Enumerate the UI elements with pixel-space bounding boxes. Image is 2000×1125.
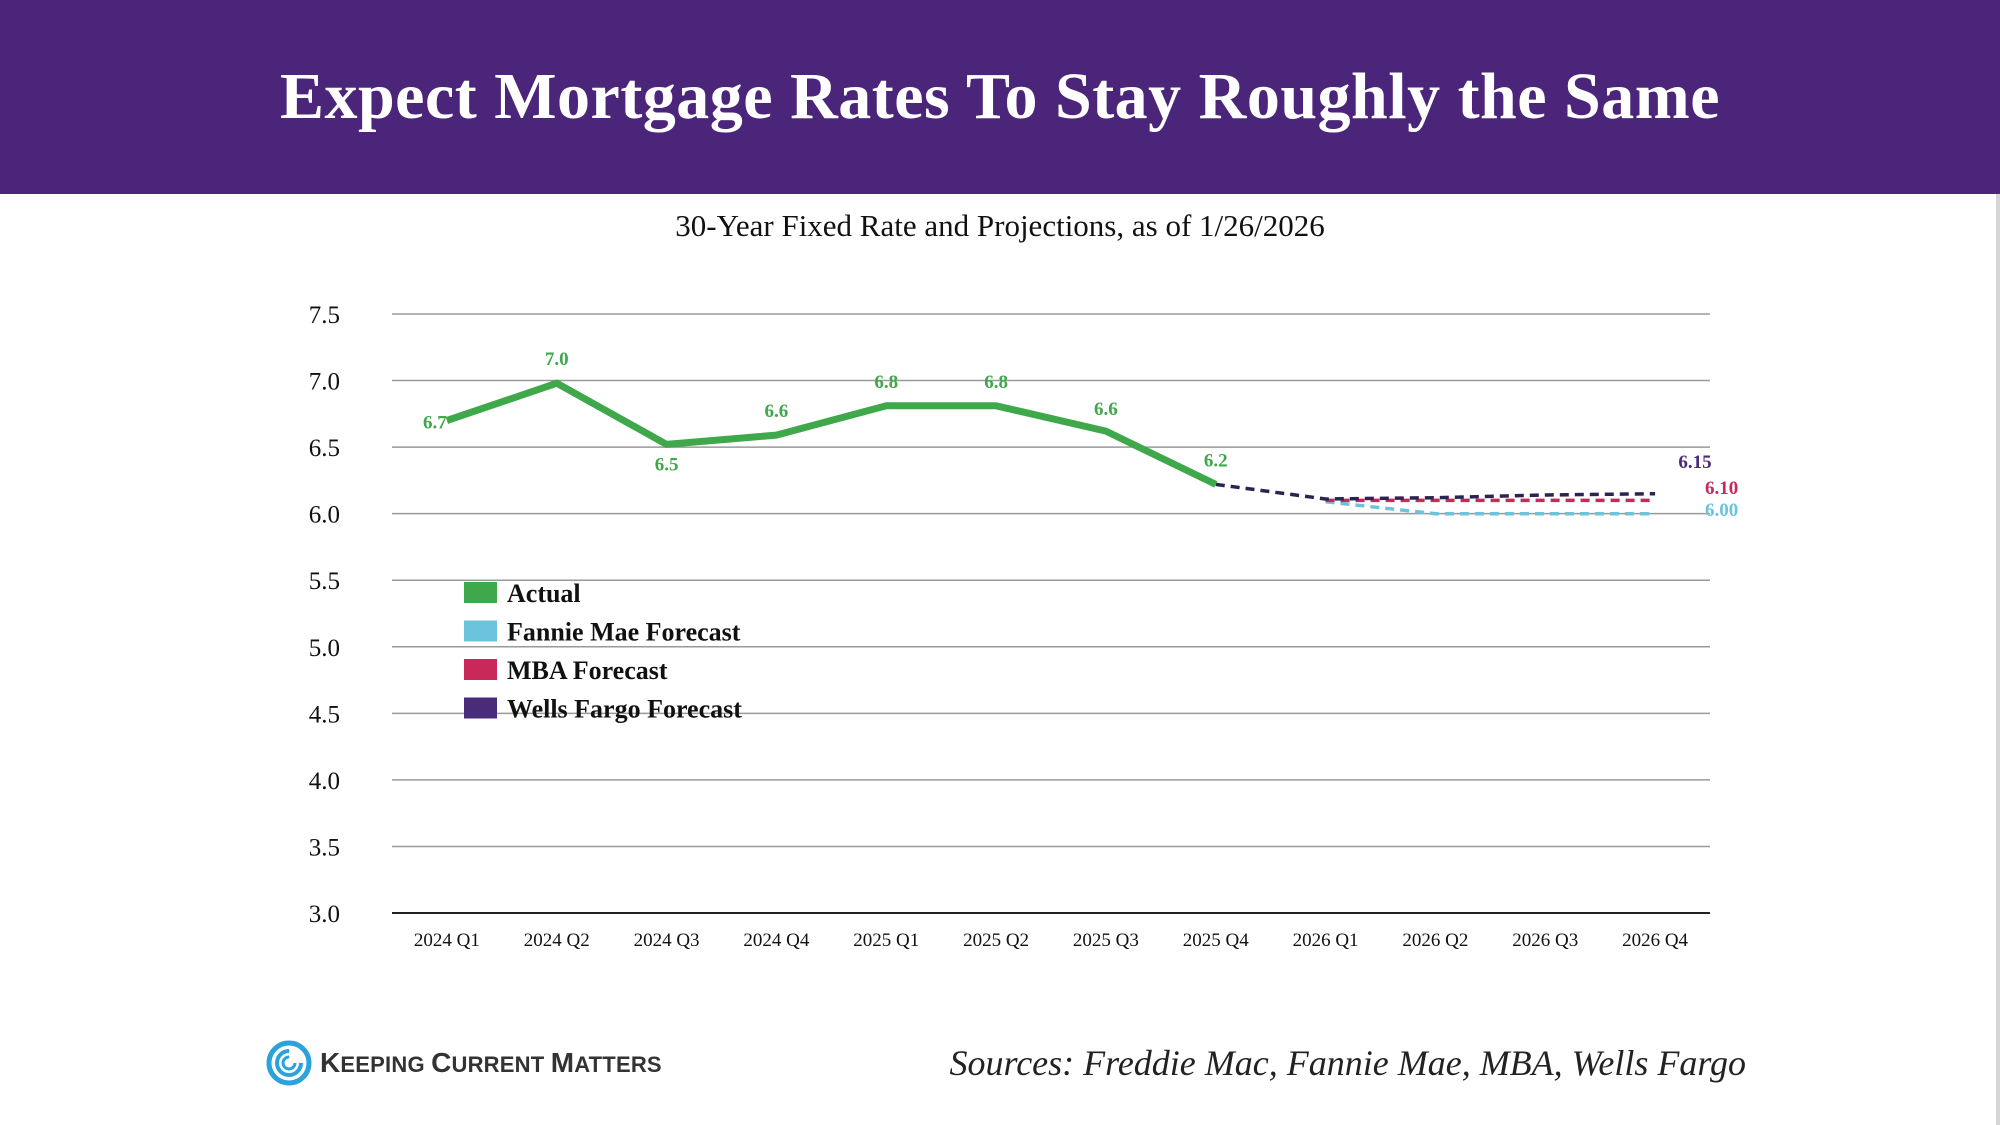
x-tick-label: 2025 Q3 bbox=[1073, 930, 1139, 951]
x-tick-label: 2025 Q2 bbox=[963, 930, 1029, 951]
legend-label: Fannie Mae Forecast bbox=[507, 618, 741, 647]
data-label-actual: 6.7 bbox=[423, 412, 447, 433]
legend-swatch-actual bbox=[464, 582, 497, 603]
data-label-actual: 6.2 bbox=[1204, 450, 1228, 471]
x-tick-label: 2024 Q1 bbox=[414, 930, 480, 951]
y-tick-label: 7.5 bbox=[309, 302, 340, 329]
data-label-wells_fargo: 6.15 bbox=[1678, 452, 1711, 473]
keeping-current-matters-logo[interactable]: KEEPING CURRENT MATTERS bbox=[266, 1040, 662, 1086]
data-label-actual: 6.6 bbox=[765, 401, 789, 422]
x-tick-label: 2025 Q4 bbox=[1183, 930, 1249, 951]
x-tick-label: 2024 Q3 bbox=[634, 930, 700, 951]
series-lines bbox=[445, 379, 1656, 516]
x-tick-label: 2026 Q3 bbox=[1512, 930, 1578, 951]
y-tick-label: 4.5 bbox=[309, 701, 340, 728]
legend: Actual Fannie Mae Forecast MBA Forecast Wel… bbox=[464, 579, 742, 724]
series-line-actual bbox=[445, 379, 1218, 488]
series-line-fannie_mae bbox=[1325, 499, 1656, 516]
x-tick-label: 2025 Q1 bbox=[853, 930, 919, 951]
data-labels: 6.7 7.0 6.5 6.6 6.8 6.8 6.6 6.2 6.006.10 6.15 bbox=[423, 349, 1738, 521]
legend-swatch-fannie_mae bbox=[464, 620, 497, 642]
legend-label: Actual bbox=[507, 579, 581, 608]
legend-label: MBA Forecast bbox=[507, 656, 668, 685]
y-tick-label: 7.0 bbox=[309, 369, 340, 396]
legend-label: Wells Fargo Forecast bbox=[507, 695, 742, 724]
y-axis: 7.5 7.0 6.5 6.0 5.5 5.0 4.5 4.0 3.5 3.0 bbox=[309, 302, 340, 928]
y-tick-label: 4.0 bbox=[309, 768, 340, 795]
x-tick-label: 2026 Q4 bbox=[1622, 930, 1688, 951]
swirl-logo-icon bbox=[266, 1040, 312, 1086]
data-label-actual: 6.8 bbox=[874, 372, 898, 393]
data-label-mba: 6.10 bbox=[1705, 478, 1738, 499]
legend-swatch-wells_fargo bbox=[464, 697, 497, 719]
chart-title: 30-Year Fixed Rate and Projections, as o… bbox=[675, 208, 1325, 243]
y-tick-label: 6.0 bbox=[309, 502, 340, 529]
page-edge bbox=[1996, 194, 2000, 1125]
y-tick-label: 3.0 bbox=[309, 901, 340, 928]
x-tick-label: 2026 Q2 bbox=[1402, 930, 1468, 951]
page-title: Expect Mortgage Rates To Stay Roughly th… bbox=[279, 60, 1721, 133]
sources-note: Sources: Freddie Mac, Fannie Mae, MBA, W… bbox=[949, 1043, 1746, 1083]
y-tick-label: 3.5 bbox=[309, 834, 340, 861]
logo-text: KEEPING CURRENT MATTERS bbox=[320, 1047, 662, 1078]
legend-swatch-mba bbox=[464, 659, 497, 680]
y-tick-label: 5.5 bbox=[309, 568, 340, 595]
data-label-fannie_mae: 6.00 bbox=[1705, 500, 1738, 521]
y-tick-label: 5.0 bbox=[309, 635, 340, 662]
data-label-actual: 6.5 bbox=[655, 454, 679, 475]
data-label-actual: 7.0 bbox=[545, 349, 569, 370]
data-label-actual: 6.8 bbox=[984, 372, 1008, 393]
y-tick-label: 6.5 bbox=[309, 435, 340, 462]
x-tick-label: 2024 Q4 bbox=[743, 930, 809, 951]
x-tick-label: 2026 Q1 bbox=[1293, 930, 1359, 951]
x-tick-label: 2024 Q2 bbox=[524, 930, 590, 951]
series-line-wells_fargo bbox=[1215, 482, 1656, 501]
header-banner: Expect Mortgage Rates To Stay Roughly th… bbox=[0, 0, 2000, 194]
x-axis: 2024 Q1 2024 Q2 2024 Q3 2024 Q4 2025 Q1 2025 … bbox=[414, 930, 1689, 951]
data-label-actual: 6.6 bbox=[1094, 399, 1118, 420]
